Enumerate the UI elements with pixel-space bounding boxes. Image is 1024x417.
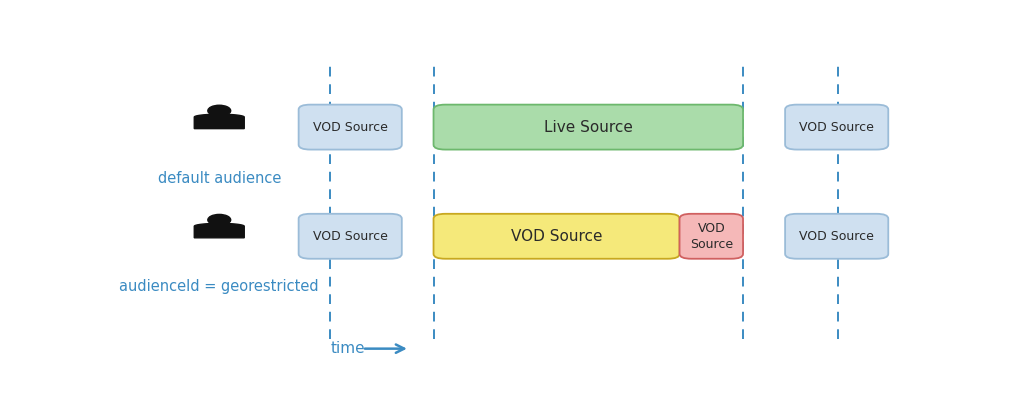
Text: default audience: default audience: [158, 171, 281, 186]
Polygon shape: [195, 224, 245, 238]
Text: VOD
Source: VOD Source: [690, 222, 733, 251]
FancyBboxPatch shape: [785, 105, 888, 150]
Ellipse shape: [208, 105, 230, 116]
Text: VOD Source: VOD Source: [800, 230, 874, 243]
Text: Live Source: Live Source: [544, 120, 633, 135]
Ellipse shape: [208, 214, 230, 225]
FancyBboxPatch shape: [433, 105, 743, 150]
Text: audienceId = georestricted: audienceId = georestricted: [120, 279, 319, 294]
Text: VOD Source: VOD Source: [511, 229, 602, 244]
Text: time: time: [331, 341, 365, 356]
FancyBboxPatch shape: [299, 214, 401, 259]
Polygon shape: [195, 114, 245, 128]
Text: VOD Source: VOD Source: [312, 230, 388, 243]
Text: VOD Source: VOD Source: [800, 121, 874, 133]
FancyBboxPatch shape: [785, 214, 888, 259]
FancyBboxPatch shape: [680, 214, 743, 259]
Text: VOD Source: VOD Source: [312, 121, 388, 133]
FancyBboxPatch shape: [433, 214, 680, 259]
FancyBboxPatch shape: [299, 105, 401, 150]
